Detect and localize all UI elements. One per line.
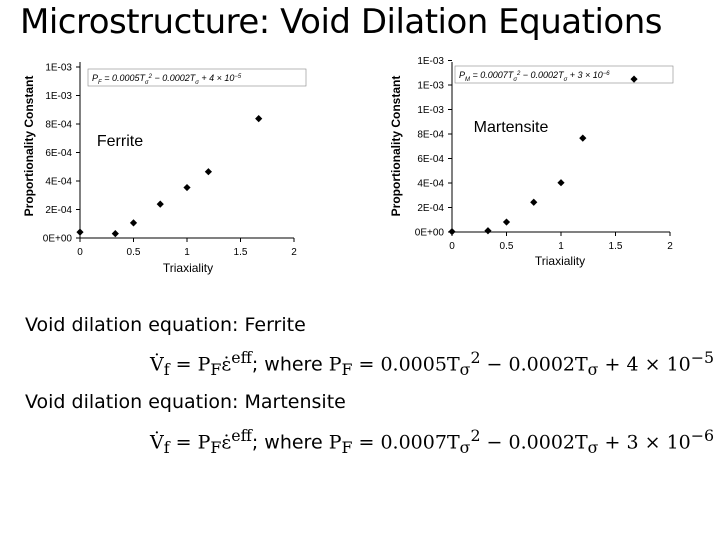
y-tick-label: 0E+00 bbox=[43, 234, 73, 245]
data-point bbox=[76, 228, 84, 236]
x-tick-label: 1.5 bbox=[234, 247, 248, 258]
martensite-equation: V̇f = PFε̇eff; where PF = 0.0007Tσ2 − 0.… bbox=[150, 426, 715, 458]
ferrite-equation-label: Void dilation equation: Ferrite bbox=[25, 314, 306, 336]
material-label: Ferrite bbox=[97, 133, 143, 150]
data-point bbox=[156, 200, 164, 208]
y-tick-label: 6E-04 bbox=[45, 148, 72, 159]
data-point bbox=[204, 168, 212, 176]
martensite-chart: 0E+00 2E-04 4E-04 6E-04 8E-04 1E-03 1E-03 1E-03… bbox=[389, 56, 674, 268]
y-tick-label: 8E-04 bbox=[45, 120, 72, 131]
x-tick-label: 1 bbox=[558, 241, 564, 252]
x-axis-title: Triaxiality bbox=[163, 261, 213, 275]
data-point bbox=[484, 227, 492, 235]
data-point bbox=[183, 183, 191, 192]
y-tick-label: 8E-04 bbox=[417, 130, 444, 141]
data-point bbox=[129, 219, 138, 227]
y-tick-label: 1E-03 bbox=[45, 91, 72, 102]
x-tick-label: 2 bbox=[667, 241, 673, 252]
inset-equation-box bbox=[454, 65, 674, 84]
y-tick-label: 1E-03 bbox=[45, 63, 72, 74]
y-axis-title: Proportionality Constant bbox=[389, 76, 403, 217]
data-point bbox=[111, 230, 119, 238]
y-tick-label: 6E-04 bbox=[417, 154, 444, 165]
x-tick-label: 2 bbox=[291, 247, 297, 258]
data-point bbox=[530, 198, 538, 206]
ferrite-equation: V̇f = PFε̇eff; where PF = 0.0005Tσ2 − 0.… bbox=[150, 348, 715, 380]
charts-area: 0E+00 2E-04 4E-04 6E-04 8E-04 1E-03 1E-03 0 0.5 1… bbox=[22, 56, 674, 275]
y-tick-label: 0E+00 bbox=[415, 228, 445, 239]
ferrite-chart: 0E+00 2E-04 4E-04 6E-04 8E-04 1E-03 1E-03 0 0.5 1… bbox=[22, 62, 307, 275]
x-tick-label: 0.5 bbox=[500, 241, 514, 252]
data-point bbox=[557, 179, 565, 187]
page-title: Microstructure: Void Dilation Equations bbox=[20, 2, 662, 42]
martensite-equation-label: Void dilation equation: Martensite bbox=[25, 391, 346, 413]
y-tick-label: 4E-04 bbox=[45, 177, 72, 188]
x-tick-label: 1 bbox=[184, 247, 190, 258]
inset-equation: PM = 0.0007Tσ2 − 0.0002Tσ + 3 × 10−6 bbox=[459, 70, 610, 83]
y-tick-label: 1E-03 bbox=[417, 56, 444, 67]
data-point bbox=[579, 134, 587, 142]
data-point bbox=[630, 75, 638, 83]
y-tick-label: 2E-04 bbox=[45, 205, 72, 216]
inset-equation: PF = 0.0005Tσ2 − 0.0002Tσ + 4 × 10−5 bbox=[92, 73, 242, 86]
y-tick-label: 1E-03 bbox=[417, 81, 444, 92]
x-tick-label: 0 bbox=[449, 241, 455, 252]
x-tick-label: 1.5 bbox=[609, 241, 623, 252]
data-point bbox=[502, 218, 511, 226]
y-tick-label: 2E-04 bbox=[417, 203, 444, 214]
material-label: Martensite bbox=[474, 119, 549, 136]
x-tick-label: 0 bbox=[77, 247, 83, 258]
data-point bbox=[255, 115, 263, 123]
inset-equation-box bbox=[87, 68, 307, 87]
y-axis-title: Proportionality Constant bbox=[22, 76, 36, 217]
x-tick-label: 0.5 bbox=[127, 247, 141, 258]
data-point bbox=[448, 228, 456, 236]
y-tick-label: 1E-03 bbox=[417, 105, 444, 116]
x-axis-title: Triaxiality bbox=[535, 254, 585, 268]
y-tick-label: 4E-04 bbox=[417, 179, 444, 190]
